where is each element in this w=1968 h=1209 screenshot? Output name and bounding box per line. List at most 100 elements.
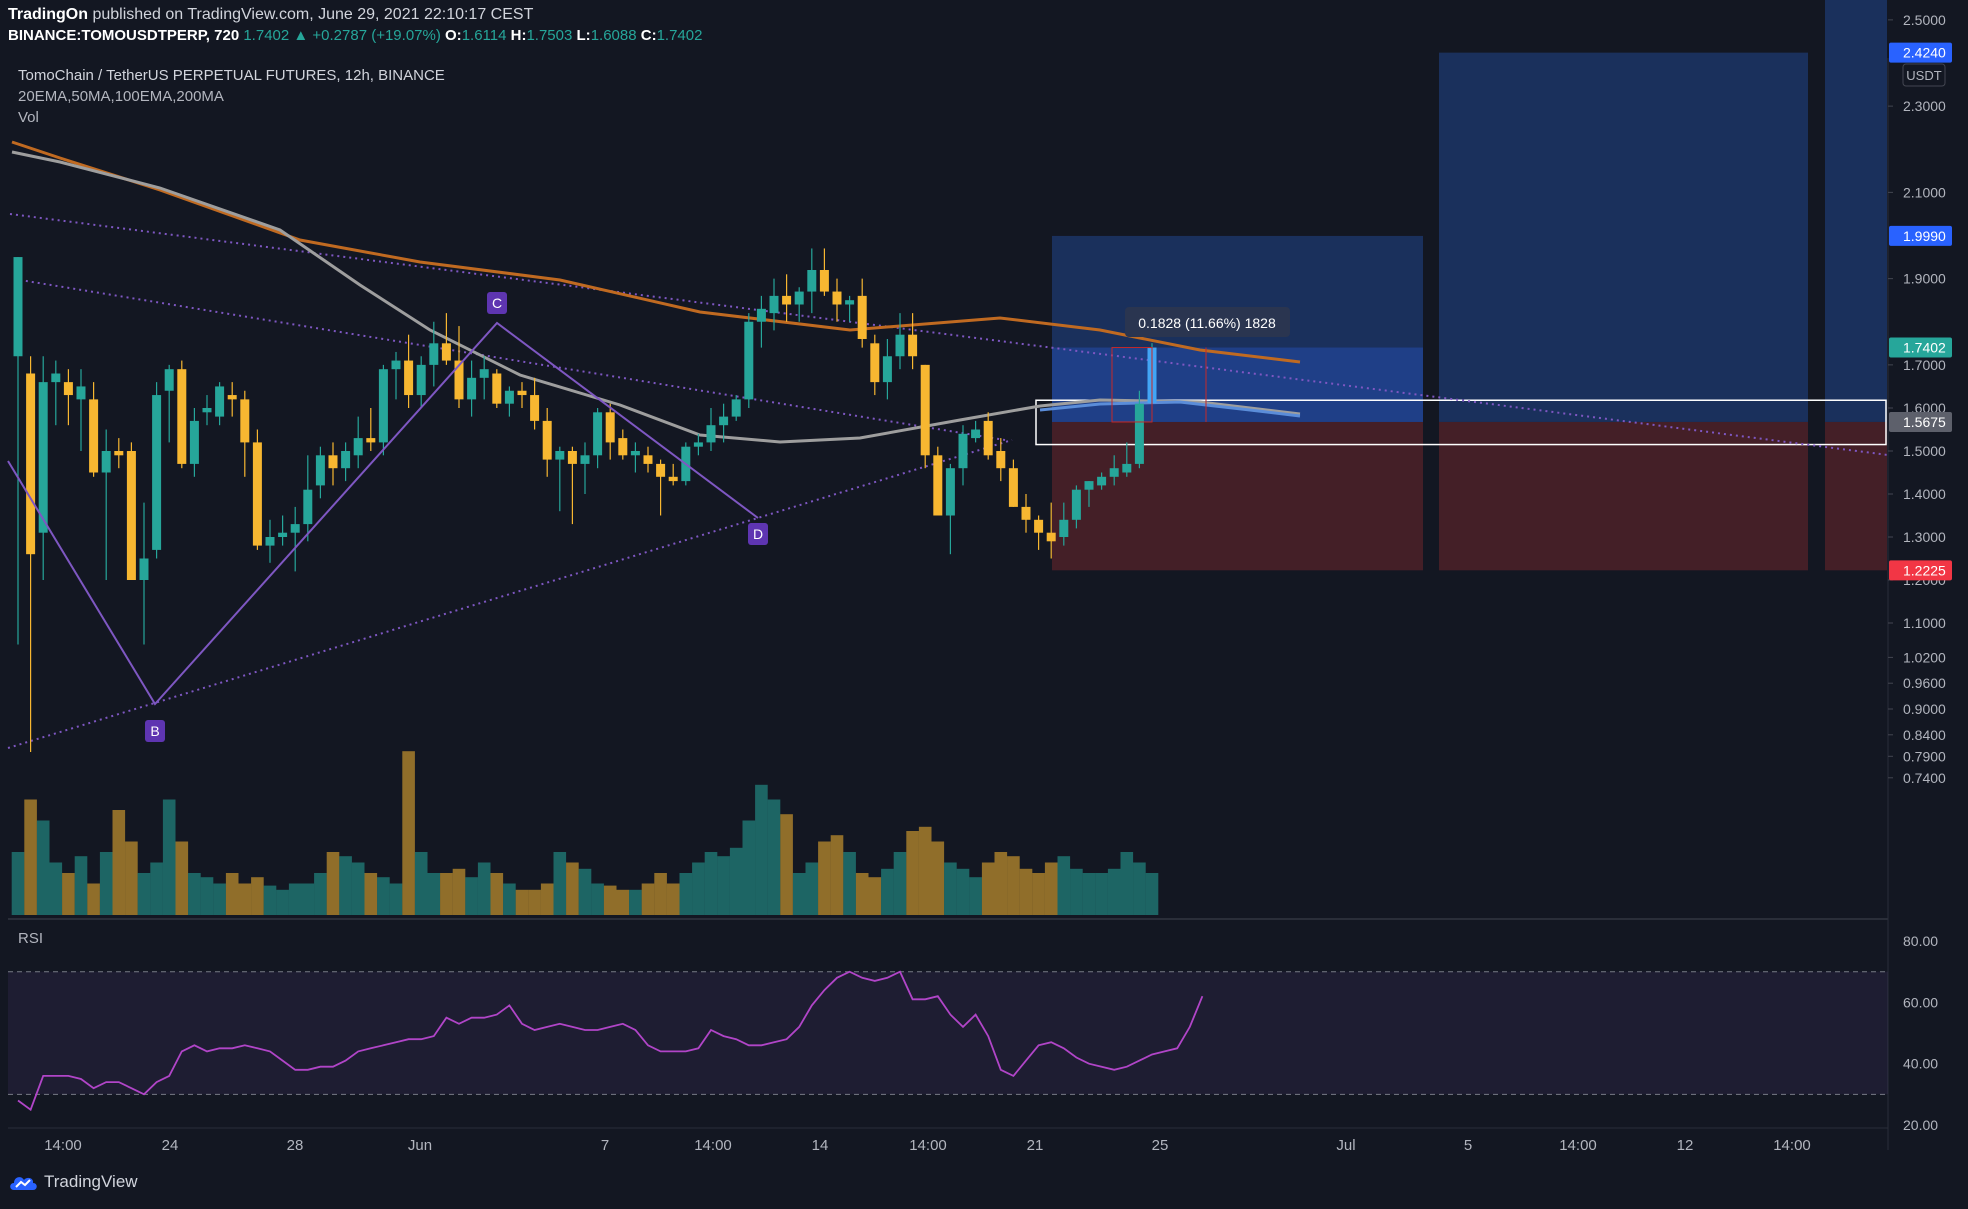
candle-body bbox=[177, 369, 187, 464]
price-axis-label: 2.1000 bbox=[1903, 184, 1946, 200]
currency-box bbox=[1902, 63, 1946, 87]
time-axis-label: 7 bbox=[601, 1137, 609, 1154]
time-axis-label: 14:00 bbox=[694, 1137, 732, 1154]
price-axis-label: 1.1000 bbox=[1903, 615, 1946, 631]
volume-bar bbox=[1019, 868, 1033, 915]
price-axis-label: 1.9000 bbox=[1903, 271, 1946, 287]
volume-bar bbox=[162, 799, 176, 915]
ohlc-low-value: 1.6088 bbox=[590, 27, 637, 44]
price-axis-label: 2.5000 bbox=[1903, 12, 1946, 28]
volume-bar bbox=[1145, 873, 1159, 915]
volume-bar bbox=[301, 883, 315, 915]
volume-bar bbox=[1070, 868, 1083, 915]
volume-bar bbox=[402, 751, 415, 915]
time-axis-label: 14:00 bbox=[1773, 1137, 1811, 1154]
volume-bar bbox=[692, 862, 705, 915]
price-axis-label: 2.3000 bbox=[1903, 98, 1946, 114]
legend-title: TomoChain / TetherUS PERPETUAL FUTURES, … bbox=[18, 67, 445, 84]
price-change: 1.7402 ▲ +0.2787 (+19.07%) bbox=[243, 27, 441, 44]
target-zone bbox=[1439, 52, 1808, 422]
candle-body bbox=[643, 455, 653, 464]
volume-bar bbox=[1032, 873, 1045, 915]
time-axis-label: Jun bbox=[408, 1137, 432, 1154]
volume-bar bbox=[755, 784, 768, 915]
rsi-axis-label: 20.00 bbox=[1903, 1117, 1938, 1133]
time-axis-label: 14:00 bbox=[1559, 1137, 1597, 1154]
candle-body bbox=[76, 386, 86, 400]
volume-bar bbox=[276, 889, 289, 915]
candle-body bbox=[467, 377, 477, 400]
volume-bar bbox=[188, 873, 201, 915]
volume-bar bbox=[150, 862, 163, 915]
candle-body bbox=[693, 442, 703, 447]
volume-bar bbox=[578, 868, 592, 915]
volume-bar bbox=[528, 889, 541, 915]
volume-bar bbox=[679, 873, 693, 915]
volume-bar bbox=[452, 868, 466, 915]
volume-bar bbox=[377, 877, 390, 915]
volume-bar bbox=[654, 873, 667, 915]
rsi-pane bbox=[8, 922, 1888, 1126]
candle-body bbox=[630, 451, 640, 456]
legend-volume[interactable]: Vol bbox=[18, 109, 39, 126]
volume-bar bbox=[855, 873, 869, 915]
volume-bar bbox=[818, 841, 831, 915]
price-axis-label: 0.9600 bbox=[1903, 675, 1946, 691]
volume-bar bbox=[1007, 856, 1020, 915]
legend-rsi[interactable]: RSI bbox=[18, 930, 44, 947]
time-axis-label: 21 bbox=[1027, 1137, 1044, 1154]
candle-body bbox=[152, 395, 162, 550]
price-badge bbox=[1889, 337, 1952, 358]
volume-bar bbox=[591, 883, 604, 915]
candle-body bbox=[126, 451, 136, 580]
candle-body bbox=[303, 489, 313, 525]
candle-body bbox=[668, 476, 678, 482]
support-box bbox=[1035, 399, 1887, 446]
candle-body bbox=[908, 334, 918, 357]
volume-bar bbox=[503, 883, 516, 915]
time-axis-label: 14:00 bbox=[909, 1137, 947, 1154]
measure-label: 0.1828 (11.66%) 1828 bbox=[1138, 315, 1276, 331]
candle-body bbox=[1071, 489, 1081, 520]
ohlc-open-key: O: bbox=[445, 27, 462, 44]
candle-body bbox=[454, 360, 464, 400]
candle-body bbox=[542, 420, 552, 460]
volume-bar bbox=[1057, 856, 1071, 915]
candle-body bbox=[958, 433, 968, 469]
volume-bar bbox=[1082, 873, 1096, 915]
volume-bar bbox=[868, 877, 882, 915]
volume-bar bbox=[704, 852, 718, 915]
candle-body bbox=[51, 373, 61, 383]
volume-bar bbox=[440, 873, 453, 915]
legend-indicators[interactable]: 20EMA,50MA,100EMA,200MA bbox=[18, 88, 224, 105]
volume-bar bbox=[351, 862, 365, 915]
price-badge bbox=[1889, 411, 1952, 432]
volume-bar bbox=[326, 852, 340, 915]
price-badge bbox=[1889, 225, 1952, 246]
dotted-trendline bbox=[7, 439, 1013, 749]
candle-body bbox=[1134, 403, 1144, 464]
price-axis-label: 1.0200 bbox=[1903, 649, 1946, 665]
candle-body bbox=[101, 451, 111, 473]
volume-bar bbox=[1107, 868, 1121, 915]
candle-body bbox=[756, 308, 766, 322]
volume-bar bbox=[792, 873, 806, 915]
volume-bar bbox=[238, 883, 252, 915]
tradingview-logo[interactable]: TradingView bbox=[8, 1172, 138, 1192]
candle-body bbox=[857, 295, 867, 339]
candle-body bbox=[895, 334, 905, 357]
publisher-name[interactable]: TradingOn bbox=[8, 6, 88, 23]
candle-body bbox=[202, 408, 212, 413]
volume-bar bbox=[36, 820, 50, 915]
time-axis-label: 5 bbox=[1464, 1137, 1472, 1154]
candle-body bbox=[656, 463, 666, 477]
candle-body bbox=[378, 369, 388, 443]
candle-body bbox=[315, 455, 325, 486]
price-axis-label: 0.7900 bbox=[1903, 748, 1946, 764]
candle-body bbox=[517, 390, 527, 396]
volume-bar bbox=[641, 883, 655, 915]
volume-bar bbox=[24, 799, 37, 915]
volume-bar bbox=[339, 856, 352, 915]
